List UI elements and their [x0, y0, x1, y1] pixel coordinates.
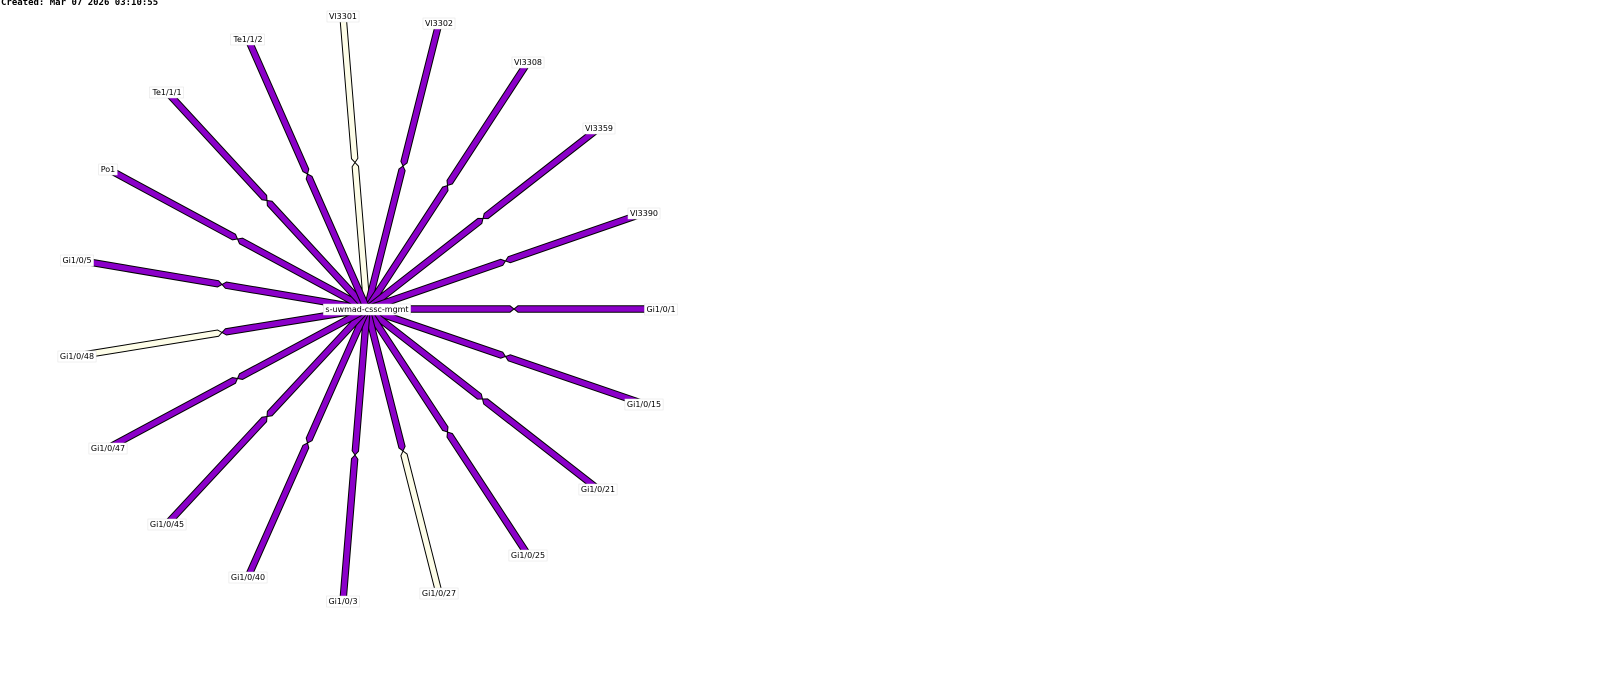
link-Vl3301-out[interactable] [339, 15, 359, 164]
node-label[interactable]: Te1/1/2 [230, 33, 265, 46]
node-label-text: Gi1/0/47 [91, 444, 125, 453]
node-label-text: Vl3302 [425, 19, 453, 28]
node-label[interactable]: Gi1/0/47 [88, 442, 128, 455]
node-label-text: Te1/1/2 [232, 35, 262, 44]
node-label-text: Gi1/0/3 [328, 597, 357, 606]
node-label-text: Te1/1/1 [151, 88, 181, 97]
link-Gi1/0/27-out[interactable] [400, 450, 443, 595]
link-Gi1/0/1-out[interactable] [513, 305, 662, 313]
link-Gi1/0/25-out[interactable] [446, 431, 532, 558]
node-label[interactable]: Vl3301 [326, 10, 360, 23]
node-label-text: Gi1/0/21 [581, 485, 615, 494]
link-Gi1/0/45-out[interactable] [163, 415, 268, 527]
link-Gi1/0/48-out[interactable] [75, 329, 223, 360]
node-label-text: Gi1/0/25 [511, 551, 545, 560]
node-label-text: Gi1/0/27 [422, 589, 456, 598]
node-label-text: Gi1/0/40 [231, 573, 265, 582]
node-label[interactable]: Gi1/0/21 [578, 483, 618, 496]
node-label-text: Vl3359 [585, 124, 613, 133]
node-label-text: Gi1/0/15 [627, 400, 661, 409]
link-Vl3359-out[interactable] [482, 124, 602, 220]
node-label[interactable]: Po1 [98, 163, 118, 176]
link-Gi1/0/47-out[interactable] [105, 377, 239, 452]
node-label-text: Gi1/0/45 [150, 520, 184, 529]
link-Te1/1/1-out[interactable] [163, 89, 268, 202]
node-label[interactable]: Gi1/0/45 [147, 518, 187, 531]
node-label[interactable]: Gi1/0/27 [419, 587, 459, 600]
created-timestamp: Created: Mar 07 2026 03:10:55 [1, 0, 159, 8]
link-Po1-out[interactable] [105, 165, 239, 241]
node-label[interactable]: Gi1/0/40 [228, 571, 268, 584]
node-label[interactable]: Te1/1/1 [149, 86, 184, 99]
link-Vl3390-out[interactable] [504, 209, 646, 264]
node-label-text: Po1 [101, 165, 116, 174]
center-node[interactable]: s-uwmad-cssc-mgmt [323, 303, 411, 316]
node-label-text: Vl3308 [514, 58, 542, 67]
node-label[interactable]: Vl3308 [511, 56, 545, 69]
link-Gi1/0/5-out[interactable] [75, 256, 223, 288]
node-label[interactable]: Gi1/0/3 [326, 595, 360, 608]
node-label[interactable]: Vl3359 [582, 122, 616, 135]
node-label-text: Vl3301 [329, 12, 357, 21]
link-Gi1/0/40-out[interactable] [244, 442, 310, 579]
node-label-text: Gi1/0/48 [60, 352, 94, 361]
link-Vl3308-out[interactable] [446, 59, 532, 187]
node-label-text: Gi1/0/5 [62, 256, 91, 265]
link-Gi1/0/21-out[interactable] [481, 398, 601, 493]
node-label[interactable]: Vl3390 [627, 207, 661, 220]
node-label-text: Vl3390 [630, 209, 658, 218]
center-node-text: s-uwmad-cssc-mgmt [325, 305, 408, 314]
node-label[interactable]: Gi1/0/48 [57, 350, 97, 363]
link-Gi1/0/3-out[interactable] [339, 454, 359, 602]
node-label[interactable]: Vl3302 [422, 17, 456, 30]
link-Te1/1/2-out[interactable] [244, 37, 310, 175]
node-label[interactable]: Gi1/0/5 [60, 254, 94, 267]
link-Gi1/0/15-out[interactable] [504, 354, 646, 408]
link-Vl3302-out[interactable] [400, 21, 443, 167]
node-label-text: Gi1/0/1 [646, 305, 675, 314]
node-label[interactable]: Gi1/0/15 [624, 398, 664, 411]
node-label[interactable]: Gi1/0/1 [644, 303, 678, 316]
node-label[interactable]: Gi1/0/25 [508, 549, 548, 562]
